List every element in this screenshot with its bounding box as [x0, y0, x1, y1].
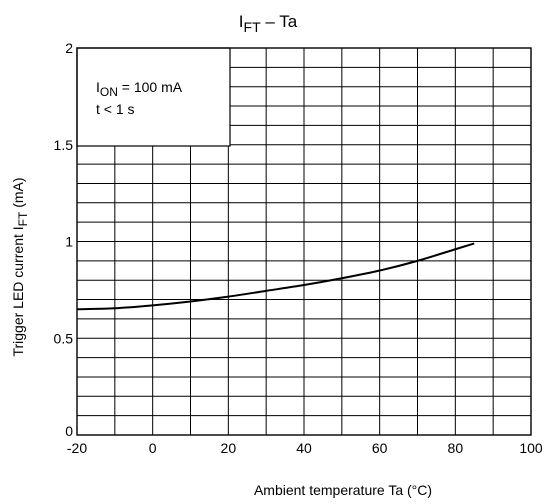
- annotation-time: t < 1 s: [96, 101, 135, 117]
- x-tick-label: 60: [372, 440, 388, 456]
- x-tick-label: 100: [519, 440, 543, 456]
- x-tick-label: 80: [448, 440, 464, 456]
- y-tick-label: 0: [65, 423, 73, 439]
- series-group: [76, 242, 475, 311]
- x-tick-label: 40: [296, 440, 312, 456]
- x-tick-label: 0: [149, 440, 157, 456]
- x-axis-label: Ambient temperature Ta (°C): [254, 482, 432, 498]
- y-tick-label: 2: [65, 40, 73, 56]
- ift-curve: [76, 242, 475, 311]
- y-tick-label: 1.5: [54, 137, 74, 153]
- plot-frame: [76, 47, 532, 436]
- annotation-current: ION = 100 mA: [96, 79, 183, 99]
- annotation-box: ION = 100 mA t < 1 s: [76, 47, 231, 147]
- y-axis-label: Trigger LED current IFT (mA): [10, 177, 30, 356]
- y-tick-label: 0.5: [54, 330, 74, 346]
- x-tick-label: -20: [67, 440, 87, 456]
- chart-title: IFT – Ta: [239, 12, 298, 35]
- x-tick-label: 20: [221, 440, 237, 456]
- grid: [77, 48, 531, 435]
- y-tick-label: 1: [65, 234, 73, 250]
